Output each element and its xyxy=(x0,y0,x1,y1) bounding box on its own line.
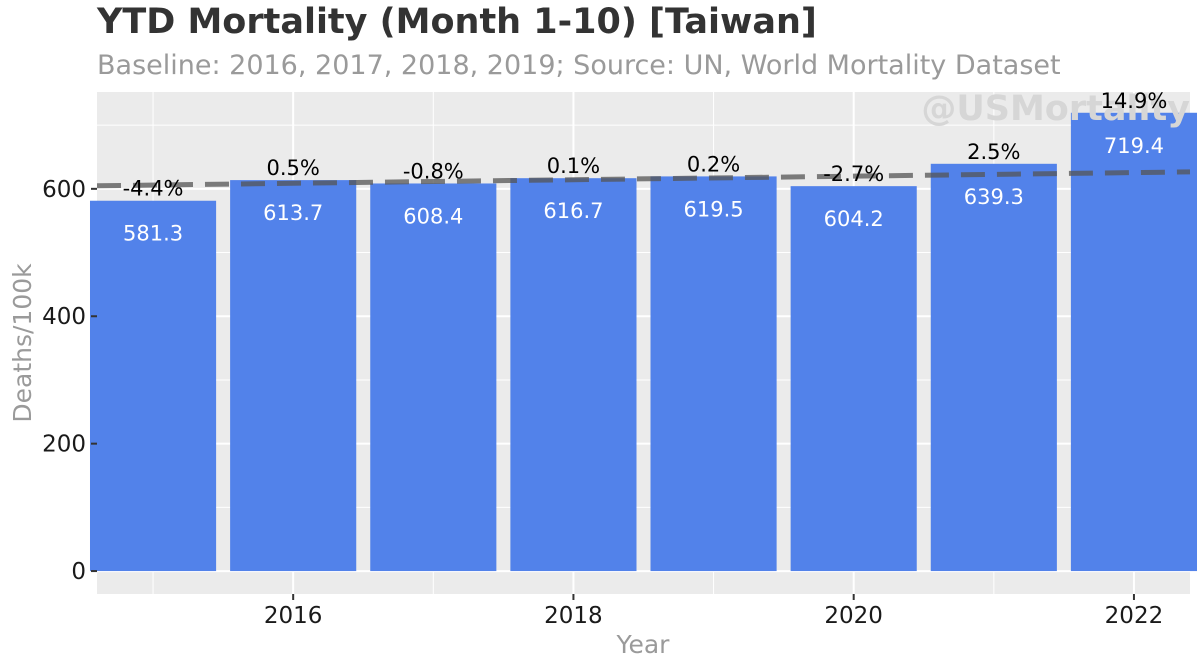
chart-title: YTD Mortality (Month 1-10) [Taiwan] xyxy=(97,2,817,42)
bar-value-label: 639.3 xyxy=(964,185,1024,209)
bar xyxy=(930,163,1057,572)
x-tick-label: 2018 xyxy=(544,603,603,629)
axes: 0 200 400 600 2016 2018 2020 2022 xyxy=(42,177,1163,629)
bar-value-label: 616.7 xyxy=(543,199,603,223)
pct-change-label: 0.2% xyxy=(687,152,740,176)
pct-change-label: -4.4% xyxy=(123,177,184,201)
y-axis-title: Deaths/100k xyxy=(8,263,37,423)
x-tick-label: 2020 xyxy=(824,603,883,629)
bar xyxy=(230,180,357,572)
y-tick-label: 200 xyxy=(42,432,86,458)
bar xyxy=(370,183,497,572)
y-tick-label: 400 xyxy=(42,304,86,330)
bar xyxy=(510,178,637,572)
pct-change-label: -0.8% xyxy=(403,159,464,183)
chart-subtitle: Baseline: 2016, 2017, 2018, 2019; Source… xyxy=(97,50,1061,81)
bar-value-label: 613.7 xyxy=(263,201,323,225)
bar-value-label: 619.5 xyxy=(684,197,744,221)
x-tick-label: 2022 xyxy=(1105,603,1164,629)
bar xyxy=(790,186,917,572)
bar-value-label: 604.2 xyxy=(824,207,884,231)
pct-change-label: -2.7% xyxy=(823,162,884,186)
pct-change-label: 14.9% xyxy=(1101,89,1168,113)
bar-labels: -4.4% 581.3 0.5% 613.7 -0.8% 608.4 0.1% 616.7 0.… xyxy=(123,89,1168,246)
y-tick-label: 600 xyxy=(42,177,86,203)
x-axis-title: Year xyxy=(616,630,671,659)
pct-change-label: 0.5% xyxy=(266,156,319,180)
bar-value-label: 581.3 xyxy=(123,222,183,246)
bar xyxy=(89,200,217,572)
bar xyxy=(650,176,777,572)
bar-value-label: 608.4 xyxy=(403,204,463,228)
x-tick-label: 2016 xyxy=(264,603,323,629)
bar-value-label: 719.4 xyxy=(1104,134,1164,158)
baseline-trend-line xyxy=(96,169,1191,189)
y-tick-label: 0 xyxy=(71,559,86,585)
watermark: @USMortality xyxy=(921,89,1190,129)
bar xyxy=(1070,112,1198,572)
pct-change-label: 0.1% xyxy=(547,154,600,178)
pct-change-label: 2.5% xyxy=(967,140,1020,164)
bars xyxy=(89,112,1198,572)
